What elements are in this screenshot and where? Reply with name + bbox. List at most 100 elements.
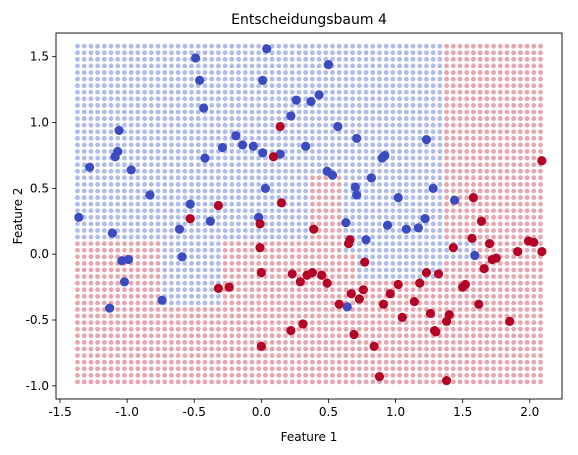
grid-dot — [477, 339, 483, 345]
grid-dot — [471, 333, 476, 339]
grid-dot — [236, 162, 241, 168]
grid-dot — [229, 89, 235, 95]
grid-dot — [390, 339, 396, 345]
grid-dot — [524, 43, 530, 49]
class-0-point — [113, 146, 123, 157]
grid-dot — [101, 313, 107, 319]
grid-dot — [497, 155, 503, 161]
grid-dot — [75, 228, 80, 233]
grid-dot — [142, 353, 147, 358]
grid-dot — [309, 70, 315, 75]
grid-dot — [343, 76, 349, 82]
grid-dot — [491, 307, 496, 312]
grid-dot — [424, 70, 429, 75]
grid-dot — [262, 261, 268, 266]
grid-dot — [128, 214, 134, 220]
class-1-point — [421, 268, 432, 278]
grid-dot — [222, 228, 228, 233]
class-0-point — [177, 252, 187, 262]
grid-dot — [363, 221, 369, 227]
grid-dot — [222, 241, 228, 247]
grid-dot — [222, 63, 228, 69]
grid-dot — [464, 201, 470, 207]
grid-dot — [249, 155, 255, 161]
grid-dot — [88, 366, 94, 372]
grid-dot — [403, 280, 409, 286]
grid-dot — [356, 175, 362, 181]
grid-dot — [397, 293, 402, 299]
grid-dot — [330, 89, 335, 95]
grid-dot — [256, 103, 262, 108]
grid-dot — [95, 135, 101, 141]
grid-dot — [283, 372, 288, 378]
grid-dot — [511, 267, 517, 273]
grid-dot — [175, 155, 181, 161]
grid-dot — [115, 287, 121, 293]
grid-dot — [444, 182, 449, 187]
grid-dot — [276, 116, 282, 121]
grid-dot — [182, 359, 188, 365]
grid-dot — [262, 366, 268, 372]
grid-dot — [289, 155, 295, 161]
grid-dot — [289, 103, 295, 108]
grid-dot — [464, 162, 470, 168]
class-0-point — [352, 190, 362, 200]
grid-dot — [142, 70, 147, 75]
grid-dot — [377, 247, 382, 253]
grid-dot — [336, 43, 342, 49]
grid-dot — [343, 313, 349, 319]
grid-dot — [370, 122, 376, 128]
grid-dot — [390, 149, 396, 154]
grid-dot — [202, 70, 208, 75]
class-1-point — [295, 277, 305, 287]
grid-dot — [296, 353, 302, 358]
grid-dot — [377, 149, 382, 154]
grid-dot — [504, 103, 510, 108]
grid-dot — [296, 122, 302, 128]
grid-dot — [370, 63, 376, 69]
grid-dot — [370, 300, 376, 306]
grid-dot — [175, 346, 181, 352]
grid-dot — [363, 63, 369, 69]
grid-dot — [296, 234, 302, 240]
grid-dot — [323, 135, 329, 141]
grid-dot — [95, 287, 101, 293]
grid-dot — [283, 353, 288, 358]
grid-dot — [444, 50, 449, 56]
grid-dot — [256, 182, 262, 187]
grid-dot — [75, 346, 80, 352]
grid-dot — [471, 379, 476, 385]
grid-dot — [229, 96, 235, 102]
grid-dot — [88, 135, 94, 141]
grid-dot — [504, 274, 510, 279]
grid-dot — [88, 241, 94, 247]
grid-dot — [303, 254, 309, 260]
grid-dot — [350, 228, 356, 233]
grid-dot — [142, 103, 147, 108]
grid-dot — [175, 247, 181, 253]
grid-dot — [108, 214, 114, 220]
grid-dot — [155, 307, 161, 312]
grid-dot — [115, 221, 121, 227]
grid-dot — [370, 83, 376, 89]
grid-dot — [531, 70, 537, 75]
grid-dot — [538, 195, 543, 200]
grid-dot — [256, 89, 262, 95]
grid-dot — [517, 122, 523, 128]
grid-dot — [95, 234, 101, 240]
grid-dot — [457, 89, 463, 95]
grid-dot — [128, 149, 134, 154]
grid-dot — [336, 182, 342, 187]
grid-dot — [370, 214, 376, 220]
grid-dot — [182, 168, 188, 174]
grid-dot — [303, 379, 309, 385]
grid-dot — [330, 83, 335, 89]
grid-dot — [316, 155, 322, 161]
grid-dot — [115, 346, 121, 352]
grid-dot — [410, 70, 416, 75]
grid-dot — [229, 162, 235, 168]
grid-dot — [504, 89, 510, 95]
grid-dot — [289, 43, 295, 49]
grid-dot — [309, 254, 315, 260]
grid-dot — [330, 300, 335, 306]
